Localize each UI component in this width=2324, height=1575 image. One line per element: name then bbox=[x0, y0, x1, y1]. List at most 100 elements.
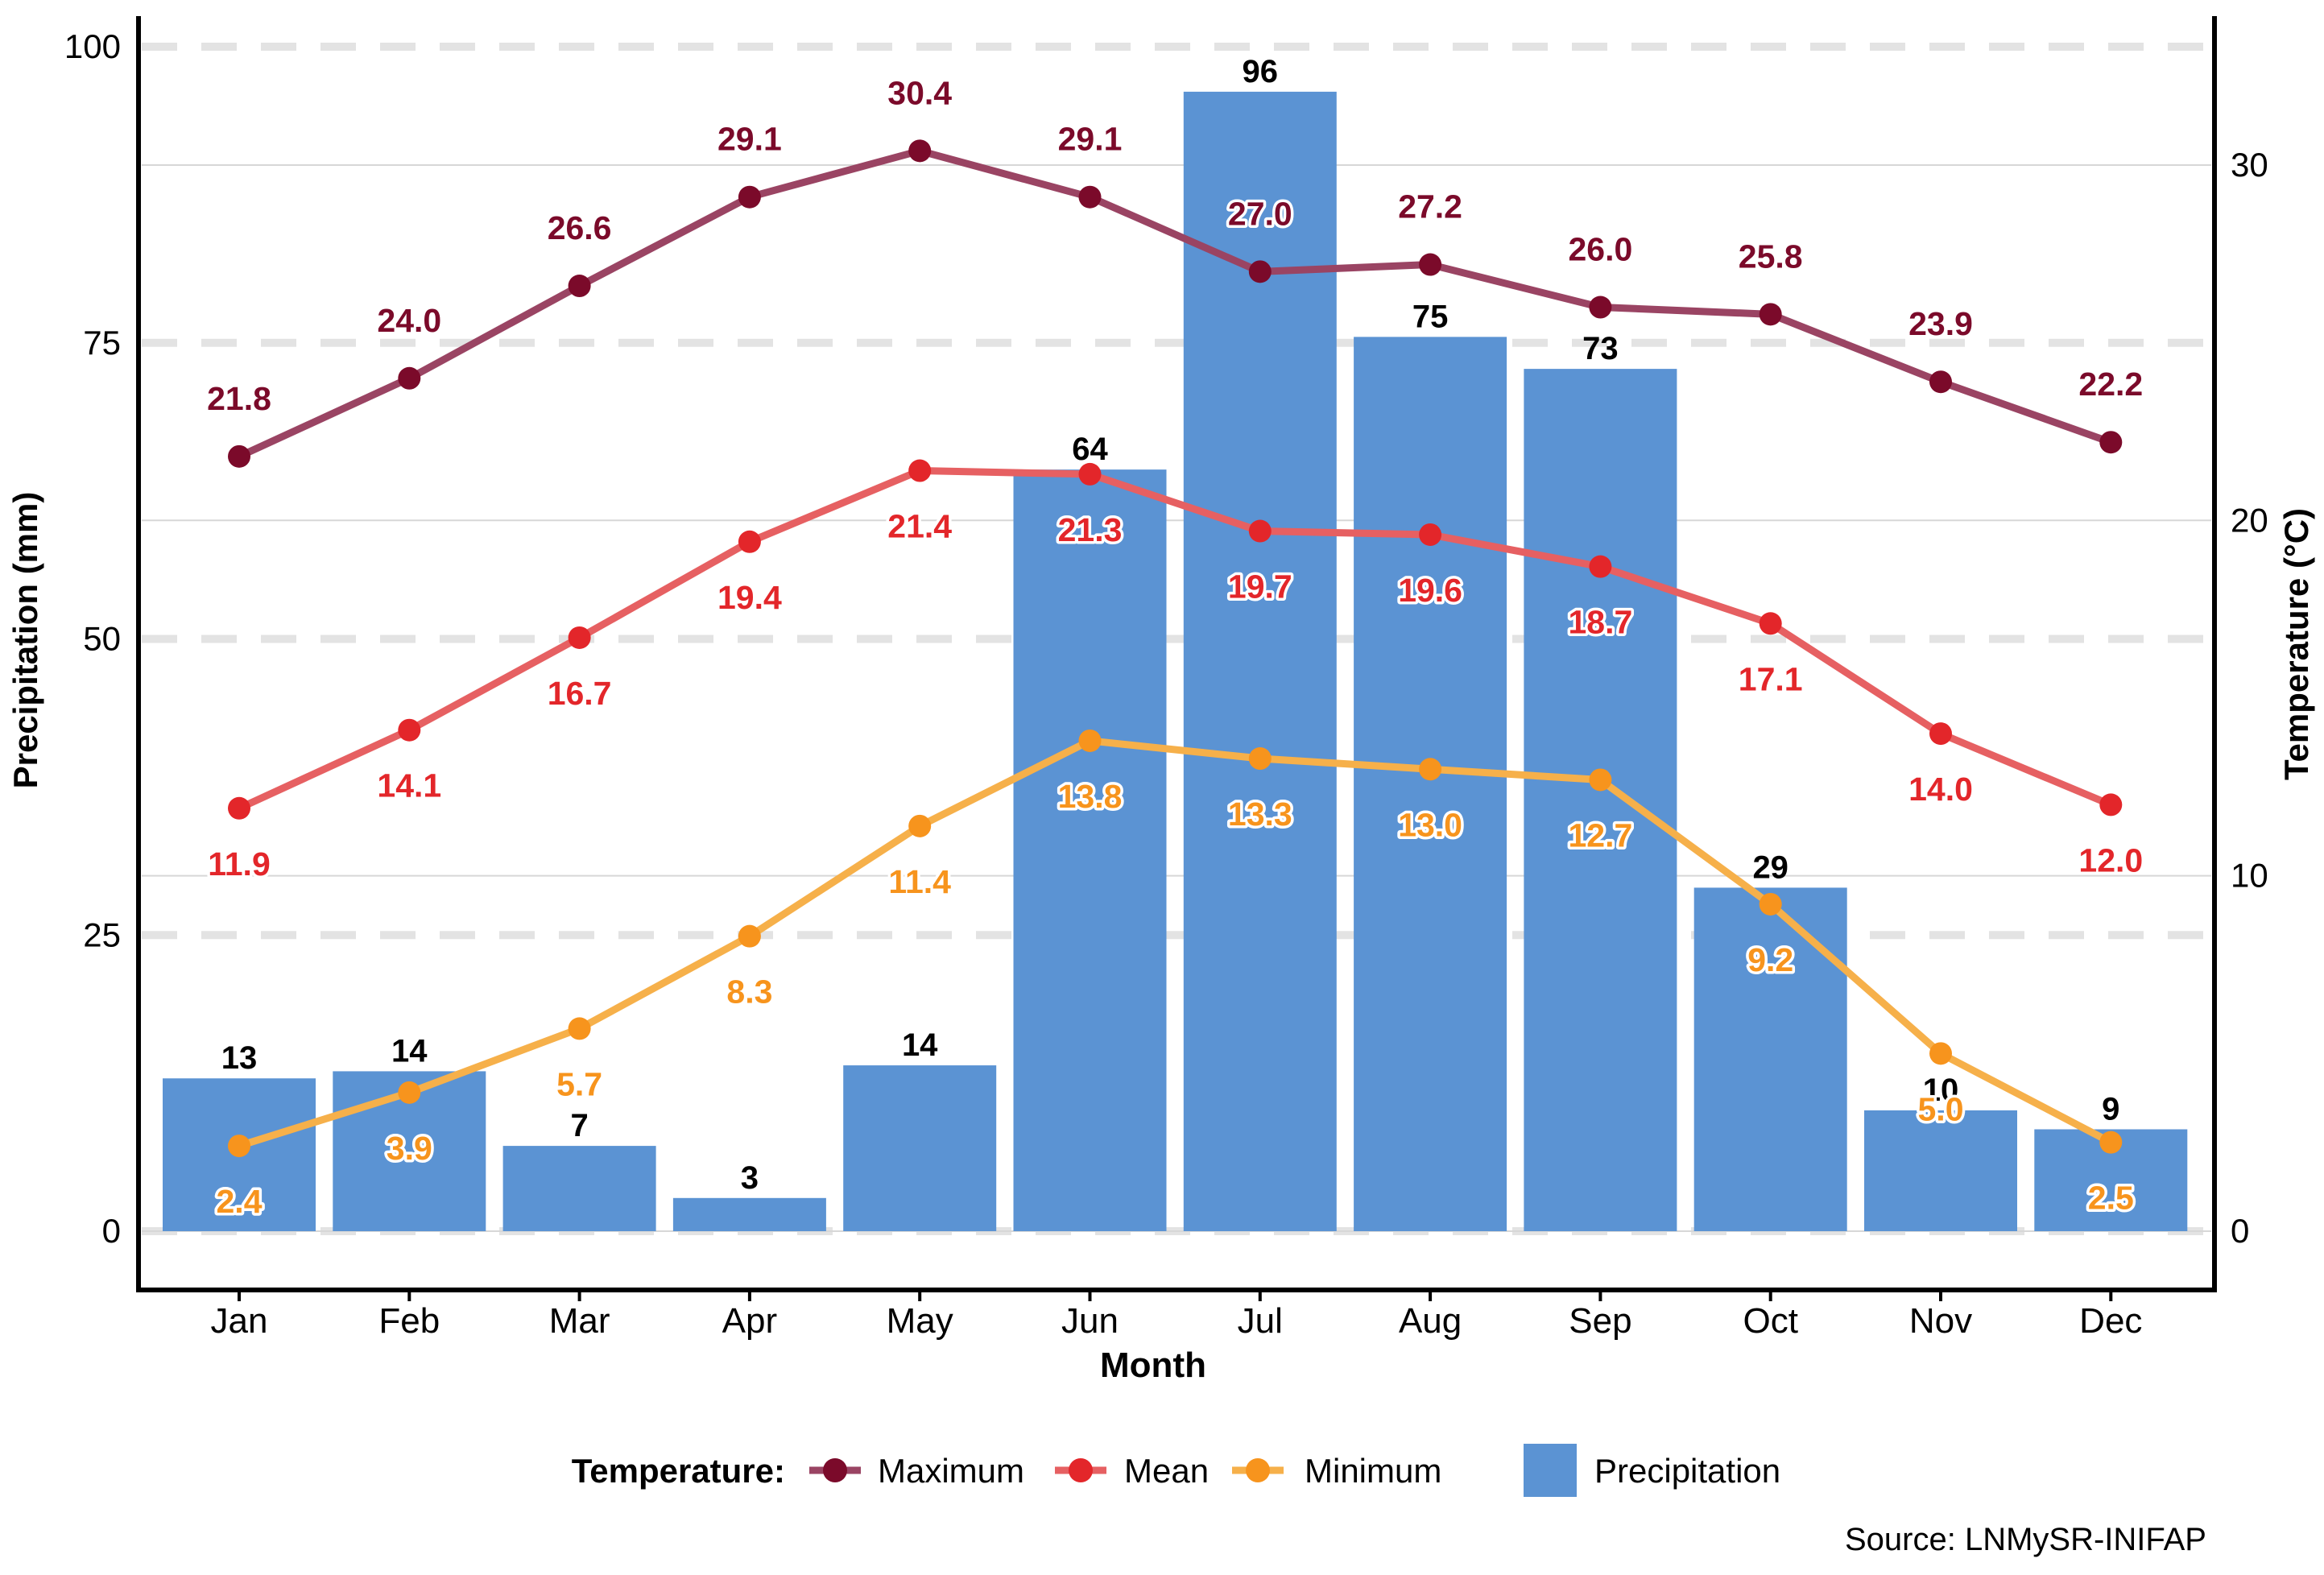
source-caption: Source: LNMySR-INIFAP bbox=[1845, 1522, 2206, 1557]
x-tick-label: Oct bbox=[1743, 1301, 1797, 1341]
y-right-tick-label: 20 bbox=[2231, 501, 2268, 539]
temperature-point-minimum bbox=[398, 1081, 421, 1104]
temperature-value-label: 13.0 bbox=[1398, 806, 1462, 843]
temperature-value-label: 24.0 bbox=[377, 302, 441, 339]
temperature-value-label: 17.1 bbox=[1739, 660, 1803, 697]
legend-point-maximum bbox=[823, 1458, 847, 1482]
precipitation-value-label: 14 bbox=[902, 1027, 938, 1063]
precipitation-bar bbox=[843, 1065, 997, 1231]
x-tick-label: Dec bbox=[2079, 1301, 2142, 1341]
legend-label-maximum: Maximum bbox=[878, 1452, 1024, 1490]
temperature-point-maximum bbox=[2099, 431, 2123, 454]
precipitation-value-label: 73 bbox=[1582, 331, 1619, 366]
temperature-value-label: 21.8 bbox=[207, 380, 271, 417]
precipitation-bar bbox=[502, 1146, 656, 1231]
y-left-tick-label: 100 bbox=[64, 27, 121, 65]
temperature-point-maximum bbox=[398, 366, 421, 390]
temperature-value-label: 8.3 bbox=[726, 974, 772, 1011]
temperature-point-mean bbox=[738, 530, 761, 553]
precipitation-value-label: 29 bbox=[1752, 850, 1788, 885]
y-left-tick-label: 0 bbox=[102, 1212, 121, 1250]
temperature-value-label: 21.4 bbox=[887, 508, 952, 545]
temperature-line-mean bbox=[235, 467, 2115, 812]
precipitation-value-label: 7 bbox=[570, 1108, 588, 1143]
temperature-point-mean bbox=[1929, 722, 1952, 746]
temperature-point-mean bbox=[2099, 793, 2123, 816]
temperature-value-label: 25.8 bbox=[1739, 238, 1803, 275]
y-right-tick-label: 30 bbox=[2231, 146, 2268, 184]
temperature-line-minimum bbox=[235, 737, 2115, 1150]
temperature-point-minimum bbox=[228, 1135, 250, 1158]
y-axis-left-title: Precipitation (mm) bbox=[6, 492, 44, 789]
temperature-line-maximum bbox=[235, 147, 2115, 461]
x-axis-title: Month bbox=[1100, 1346, 1206, 1385]
temperature-value-label: 26.0 bbox=[1568, 231, 1632, 268]
y-right-tick-label: 10 bbox=[2231, 857, 2268, 895]
temperature-point-maximum bbox=[1419, 253, 1442, 276]
legend-title: Temperature: bbox=[572, 1452, 785, 1490]
temperature-value-label: 16.7 bbox=[548, 675, 612, 712]
x-tick-label: Feb bbox=[378, 1301, 440, 1341]
precipitation-bar bbox=[1013, 469, 1167, 1231]
precipitation-bar bbox=[672, 1197, 826, 1231]
temperature-point-maximum bbox=[228, 444, 250, 468]
temperature-value-label: 30.4 bbox=[887, 74, 952, 111]
axes-layer: 0 25 50 75 100 0 10 20 30 Jan Feb Mar Apr May Jun Jul Au… bbox=[6, 16, 2315, 1385]
precipitation-value-label: 3 bbox=[741, 1160, 759, 1196]
temperature-point-mean bbox=[568, 626, 591, 649]
y-axis-right-title: Temperature (°C) bbox=[2277, 508, 2315, 780]
temperature-point-maximum bbox=[1248, 260, 1272, 283]
temperature-point-mean bbox=[908, 459, 932, 482]
temperature-point-minimum bbox=[1759, 892, 1782, 916]
temperature-value-label: 29.1 bbox=[1058, 121, 1123, 158]
temperature-point-mean bbox=[1759, 612, 1782, 635]
temperature-value-label: 19.4 bbox=[717, 579, 782, 616]
legend-swatch-precipitation bbox=[1524, 1444, 1577, 1497]
temperature-value-label: 5.7 bbox=[556, 1065, 602, 1102]
x-tick-label: Mar bbox=[549, 1301, 610, 1341]
temperature-point-minimum bbox=[738, 924, 761, 948]
temperature-value-label: 22.2 bbox=[2078, 366, 2143, 403]
temperature-value-label: 26.6 bbox=[548, 209, 612, 246]
temperature-point-minimum bbox=[908, 814, 932, 837]
legend-label-precipitation: Precipitation bbox=[1594, 1452, 1780, 1490]
precipitation-bar bbox=[1354, 337, 1507, 1231]
grid-layer bbox=[142, 43, 2211, 1235]
precipitation-value-label: 9 bbox=[2102, 1091, 2119, 1126]
precipitation-bar bbox=[1693, 887, 1847, 1231]
precipitation-value-label: 14 bbox=[391, 1033, 428, 1069]
temperature-value-label: 27.2 bbox=[1398, 188, 1462, 225]
temperature-value-label: 3.9 bbox=[387, 1130, 432, 1167]
temperature-point-minimum bbox=[2099, 1131, 2123, 1154]
x-tick-label: Jul bbox=[1238, 1301, 1283, 1341]
temperature-value-label: 11.4 bbox=[888, 863, 951, 900]
temperature-point-mean bbox=[1589, 555, 1612, 578]
x-tick-label: Jan bbox=[211, 1301, 268, 1341]
temperature-point-maximum bbox=[568, 275, 591, 298]
temperature-value-label: 23.9 bbox=[1908, 305, 1973, 342]
x-tick-label: Jun bbox=[1061, 1301, 1119, 1341]
precipitation-value-label: 13 bbox=[221, 1040, 258, 1076]
temperature-value-label: 29.1 bbox=[717, 121, 782, 158]
temperature-point-minimum bbox=[1078, 729, 1102, 752]
temperature-point-minimum bbox=[1248, 747, 1272, 771]
legend-point-mean bbox=[1069, 1458, 1093, 1482]
temperature-point-minimum bbox=[568, 1017, 591, 1040]
x-tick-label: Sep bbox=[1569, 1301, 1631, 1341]
temperature-value-label: 19.7 bbox=[1228, 568, 1292, 606]
temperature-point-mean bbox=[1248, 519, 1272, 543]
temperature-point-minimum bbox=[1589, 768, 1612, 792]
precipitation-value-label: 10 bbox=[1923, 1073, 1959, 1108]
temperature-value-label: 21.3 bbox=[1058, 511, 1123, 548]
temperature-value-label: 27.0 bbox=[1228, 195, 1292, 232]
precipitation-bar bbox=[1864, 1110, 2017, 1231]
temperature-value-label: 12.7 bbox=[1568, 816, 1632, 854]
temperature-value-label: 14.1 bbox=[377, 767, 441, 804]
legend-label-mean: Mean bbox=[1124, 1452, 1209, 1490]
y-left-tick-label: 25 bbox=[83, 916, 121, 953]
temperature-point-maximum bbox=[738, 185, 761, 209]
x-tick-label: May bbox=[887, 1301, 953, 1341]
temperature-point-mean bbox=[398, 718, 421, 742]
